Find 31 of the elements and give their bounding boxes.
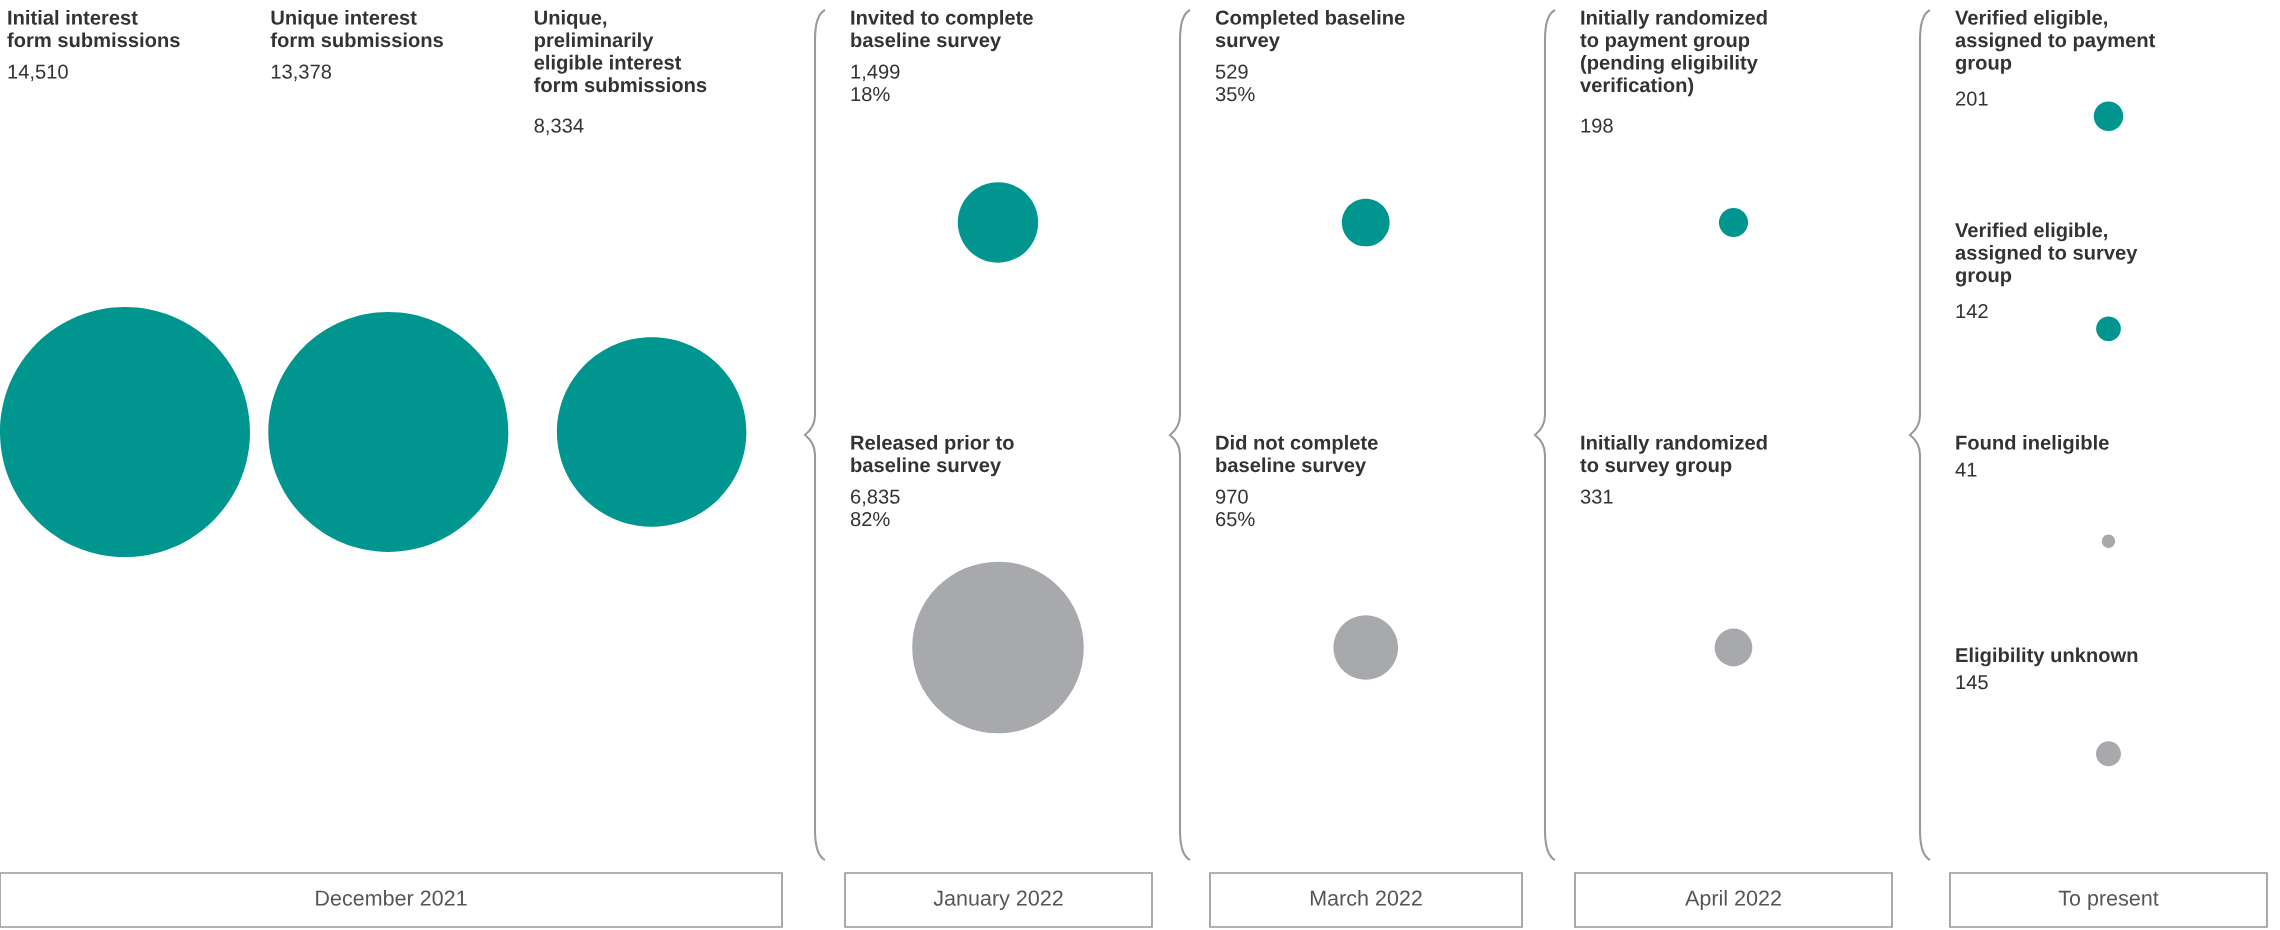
data-label: 970 65%	[1215, 489, 1255, 527]
data-label: 1,499 18%	[851, 64, 900, 102]
text: April 2022	[1685, 889, 1781, 911]
category-label: Invited to complete baseline survey	[851, 10, 1033, 52]
category-label: Unique, preliminarily eligible interest form submissions	[534, 10, 707, 93]
data-label: 529 35%	[1215, 64, 1255, 102]
text: December 2021	[316, 889, 467, 906]
data-label: 142	[1956, 304, 1988, 319]
data-label: 331	[1580, 489, 1613, 504]
category-label: Completed baseline survey	[1215, 10, 1405, 52]
data-label: 13,378	[271, 64, 332, 82]
category-label: Released prior to baseline survey	[851, 435, 1014, 477]
data-label: 145	[1956, 675, 1988, 690]
category-label: Eligibility unknown	[1956, 647, 2138, 667]
data-label: 41	[1955, 462, 1977, 477]
category-label: Verified eligible, assigned to payment group	[1955, 10, 2156, 74]
text: January 2022	[933, 890, 1063, 911]
data-label: 201	[1956, 91, 1988, 106]
category-label: Found ineligible	[1956, 435, 2109, 454]
data-label: 14,510	[8, 64, 68, 82]
data-label: 198	[1581, 118, 1613, 133]
category-label: Verified eligible, assigned to survey group	[1955, 222, 2138, 287]
data-label: 6,835 82%	[850, 489, 900, 527]
category-label: Did not complete baseline survey	[1216, 435, 1378, 477]
data-label: 8,334	[534, 118, 584, 136]
text: March 2022	[1310, 889, 1422, 906]
text: To present	[2058, 890, 2159, 911]
category-label: Initial interest form submissions	[7, 10, 180, 48]
category-label: Initially randomized to survey group	[1580, 435, 1767, 477]
category-label: Initially randomized to payment group (pending eligibility verification)	[1580, 10, 1767, 97]
category-label: Unique interest form submissions	[270, 10, 443, 48]
